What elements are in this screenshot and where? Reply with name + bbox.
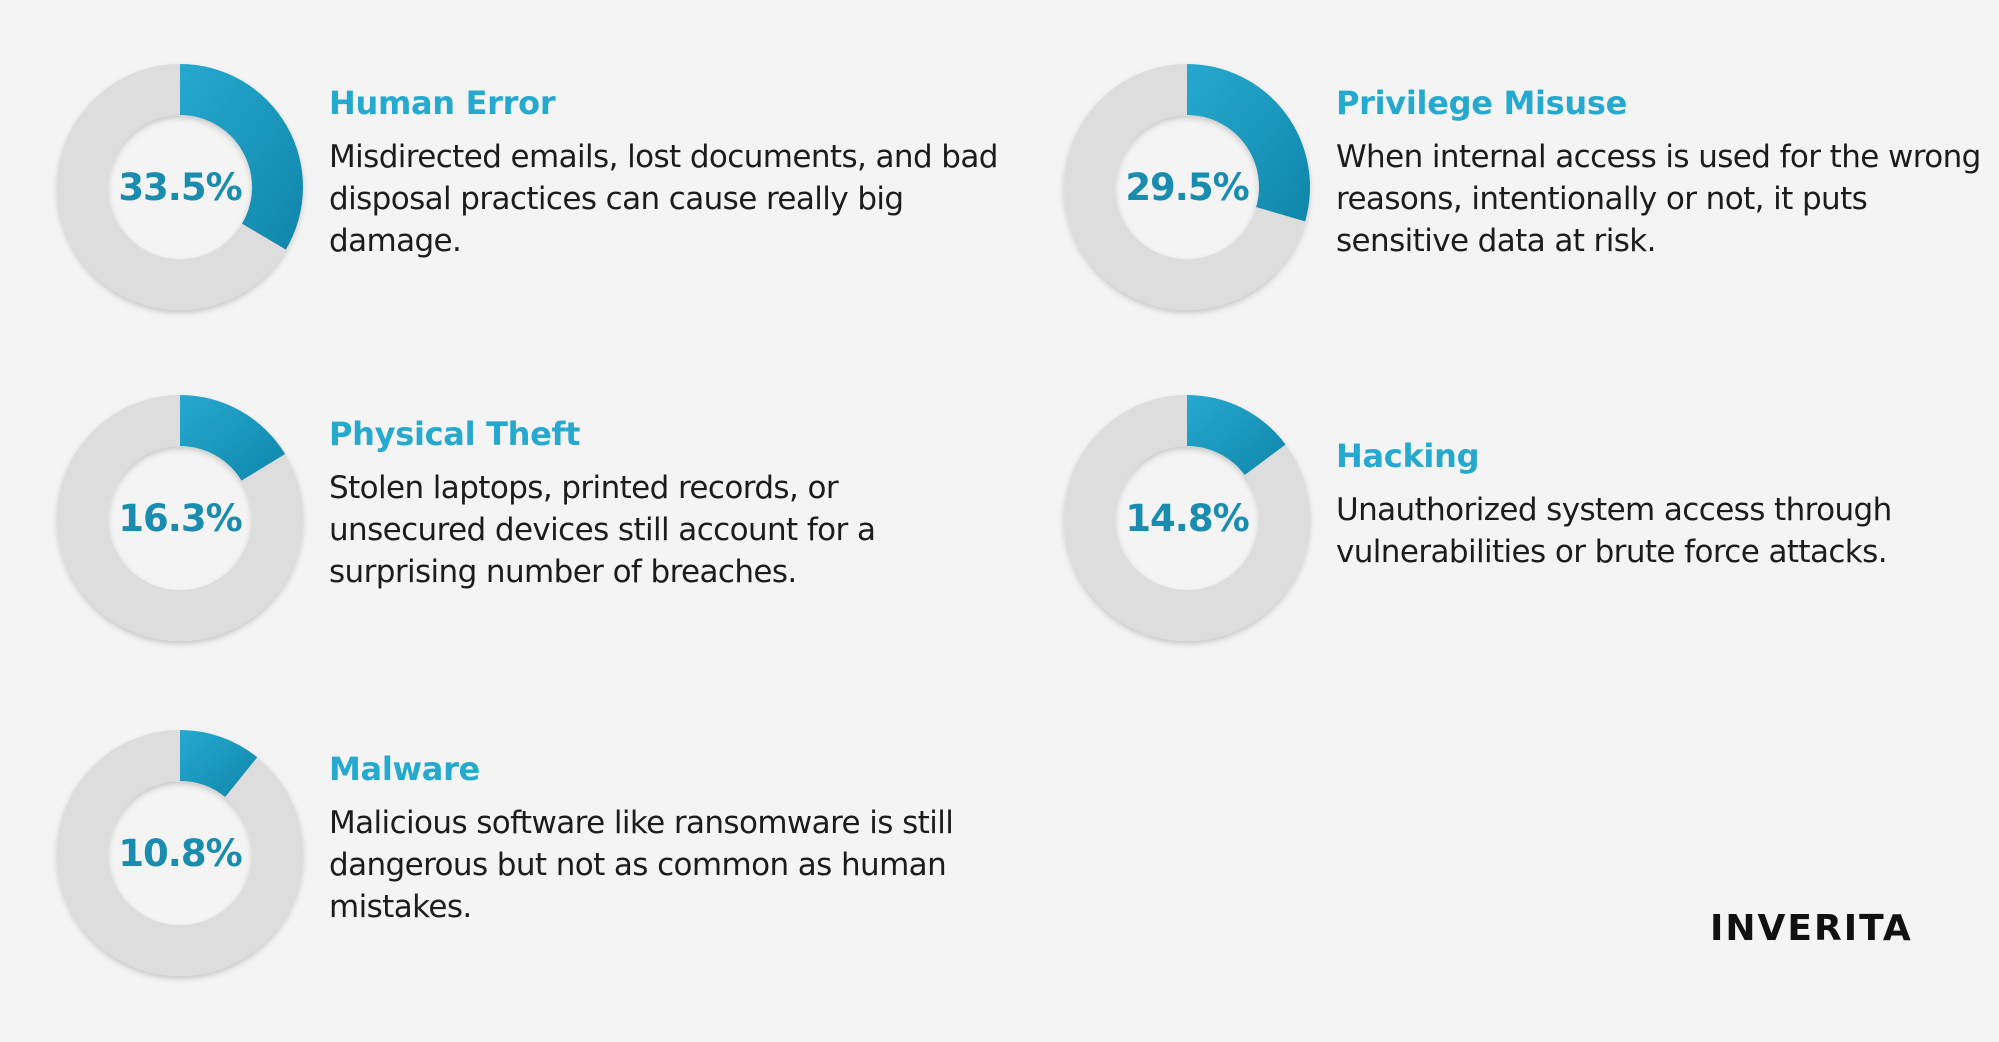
donut-segment [180,395,286,481]
stat-description: Unauthorized system access through vulne… [1336,492,1892,570]
percent-label: 29.5% [1125,166,1248,209]
stat-hacking: 14.8% Hacking Unauthorized system access… [1062,393,1999,643]
donut-segment [1187,64,1311,222]
percent-label: 33.5% [118,166,241,209]
donut-segment [180,730,258,797]
stat-title: Privilege Misuse [1336,84,1628,122]
donut-svg: 29.5% [1064,64,1311,310]
donut-chart: 10.8% [55,728,305,978]
percent-label: 10.8% [118,832,241,875]
stat-title: Human Error [329,84,556,122]
donut-svg: 33.5% [57,64,303,310]
donut-svg: 14.8% [1064,395,1310,641]
donut-svg: 10.8% [57,730,303,976]
inverita-logo: INVERITA [1710,908,1913,949]
donut-chart: 33.5% [55,62,305,312]
donut-segment [1187,395,1286,475]
donut-segment [180,64,303,250]
stat-description: When internal access is used for the wro… [1336,139,1981,259]
stat-privilege-misuse: 29.5% Privilege Misuse When internal acc… [1062,62,1999,312]
percent-label: 14.8% [1125,497,1248,540]
stat-description: Malicious software like ransomware is st… [329,805,954,925]
stat-title: Hacking [1336,437,1480,475]
stat-title: Malware [329,750,480,788]
stat-title: Physical Theft [329,415,581,453]
donut-svg: 16.3% [57,395,303,641]
stat-malware: 10.8% Malware Malicious software like ra… [55,728,1015,978]
stat-description: Misdirected emails, lost documents, and … [329,139,998,259]
stat-human-error: 33.5% Human Error Misdirected emails, lo… [55,62,1015,312]
donut-chart: 16.3% [55,393,305,643]
stat-description: Stolen laptops, printed records, or unse… [329,470,876,590]
percent-label: 16.3% [118,497,241,540]
stat-physical-theft: 16.3% Physical Theft Stolen laptops, pri… [55,393,1015,643]
donut-chart: 14.8% [1062,393,1312,643]
donut-chart: 29.5% [1062,62,1312,312]
